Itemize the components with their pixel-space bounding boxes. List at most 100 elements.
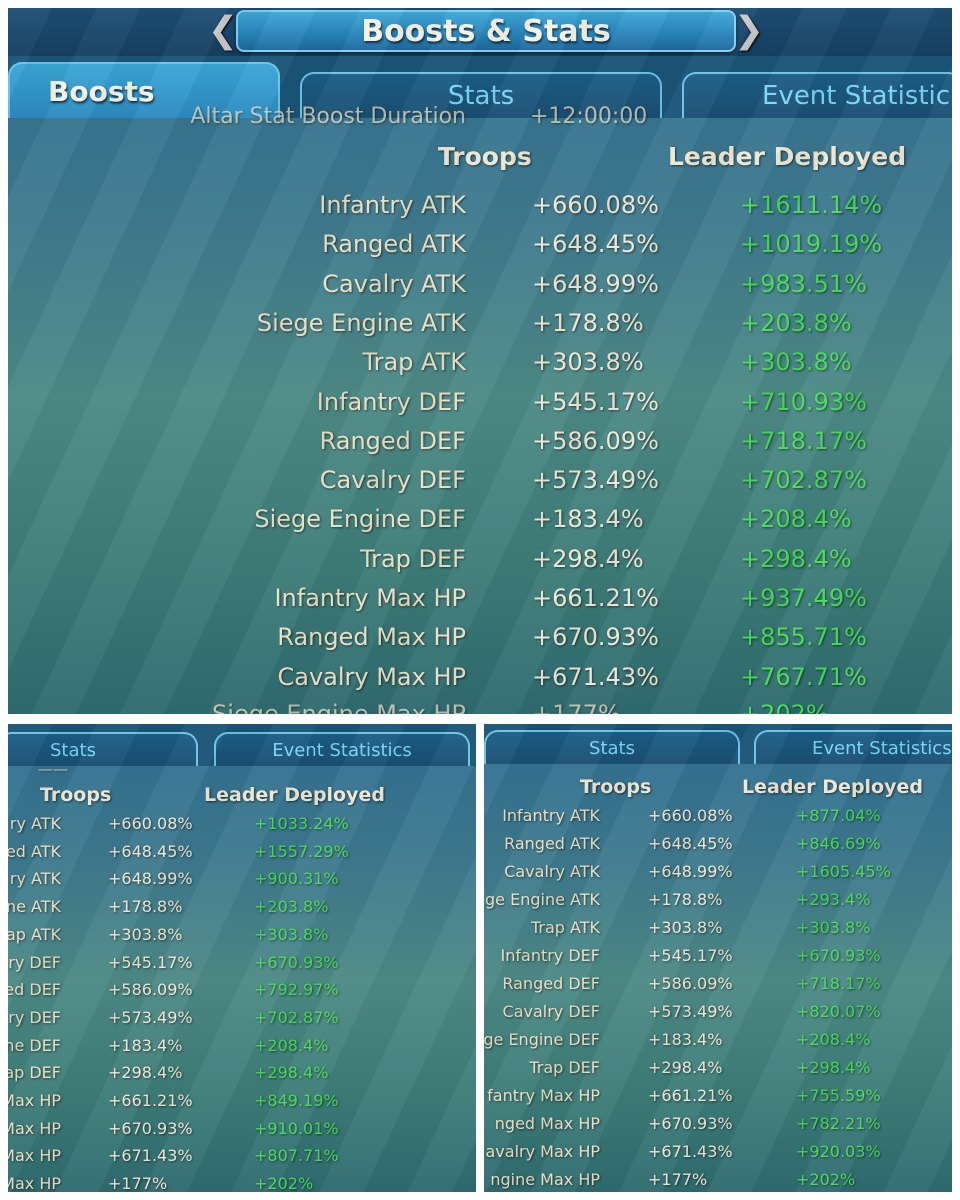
row-label: Max HP <box>8 1146 61 1166</box>
tab-stats[interactable]: Stats <box>8 732 198 766</box>
row-label: ge Engine DEF <box>484 1030 600 1049</box>
leader-deployed-value: +670.93% <box>254 952 339 972</box>
table-row: ry ATK +660.08% +1033.24% <box>8 814 476 842</box>
table-row: Trap DEF +298.4% +298.4% <box>8 545 952 584</box>
leader-deployed-value: +1605.45% <box>796 862 891 881</box>
row-label: ap ATK <box>8 924 61 944</box>
row-label: Ranged ATK <box>504 834 600 853</box>
leader-deployed-value: +718.17% <box>796 974 881 993</box>
row-label: Cavalry ATK <box>322 269 466 298</box>
row-label: Infantry ATK <box>502 806 600 825</box>
table-row: Trap ATK +303.8% +303.8% <box>484 918 952 946</box>
row-label: ne ATK <box>8 897 61 917</box>
table-row: ed ATK +648.45% +1557.29% <box>8 842 476 870</box>
row-label: Cavalry Max HP <box>277 662 466 691</box>
row-label: Cavalry ATK <box>504 862 600 881</box>
troops-value: +545.17% <box>532 387 659 416</box>
leader-deployed-value: +670.93% <box>796 946 881 965</box>
table-row: ry DEF +545.17% +670.93% <box>8 953 476 981</box>
column-header-leader-deployed: Leader Deployed <box>742 776 923 798</box>
table-row: Ranged DEF +586.09% +718.17% <box>8 427 952 466</box>
troops-value: +545.17% <box>108 952 193 972</box>
troops-value: +183.4% <box>648 1030 723 1049</box>
table-row: Max HP +661.21% +849.19% <box>8 1091 476 1119</box>
tab-event-statistics[interactable]: Event Statistics <box>214 732 470 766</box>
troops-value: +661.21% <box>532 584 659 612</box>
column-header-troops: Troops <box>438 142 532 171</box>
row-label: Trap ATK <box>530 918 600 937</box>
tab-event-statistics[interactable]: Event Statistic <box>682 72 952 118</box>
table-row: fantry Max HP +661.21% +755.59% <box>484 1086 952 1114</box>
troops-value: +670.93% <box>648 1114 733 1133</box>
table-row: ngine Max HP +177% +202% <box>484 1170 952 1192</box>
table-row: Cavalry Max HP +671.43% +767.71% <box>8 663 952 702</box>
column-header-troops: Troops <box>580 776 652 798</box>
row-label: ed ATK <box>8 841 61 861</box>
troops-value: +671.43% <box>648 1142 733 1161</box>
leader-deployed-value: +303.8% <box>740 348 852 377</box>
troops-value: +573.49% <box>108 1007 193 1027</box>
troops-value: +648.99% <box>648 862 733 881</box>
row-label: Cavalry DEF <box>319 466 466 495</box>
previous-arrow-icon[interactable]: ❮ <box>207 10 239 51</box>
leader-deployed-value: +855.71% <box>740 623 867 652</box>
leader-deployed-value: +755.59% <box>796 1086 881 1105</box>
troops-value: +586.09% <box>648 974 733 993</box>
table-row: Cavalry ATK +648.99% +983.51% <box>8 270 952 309</box>
troops-value: +177% <box>108 1174 168 1192</box>
leader-deployed-value: +710.93% <box>740 387 867 416</box>
column-header-troops: Troops <box>40 784 112 806</box>
troops-value: +661.21% <box>108 1091 193 1110</box>
table-row: Max HP +671.43% +807.71% <box>8 1146 476 1174</box>
row-label: Max HP <box>8 1118 61 1138</box>
table-row: Infantry DEF +545.17% +710.93% <box>8 388 952 427</box>
clipped-row-label: Altar Stat Boost Duration <box>190 104 466 129</box>
title-plate: Boosts & Stats <box>236 10 736 52</box>
leader-deployed-value: +203.8% <box>254 897 329 917</box>
next-arrow-icon[interactable]: ❯ <box>733 10 765 51</box>
leader-deployed-value: +846.69% <box>796 834 881 853</box>
clipped-row-value: +12:00:00 <box>530 104 648 129</box>
row-label: Trap DEF <box>529 1058 600 1077</box>
leader-deployed-value: +202% <box>796 1170 856 1189</box>
row-label: Siege Engine DEF <box>254 505 466 534</box>
row-label: Siege Engine ATK <box>256 308 466 337</box>
table-row: Infantry DEF +545.17% +670.93% <box>484 946 952 974</box>
table-row: Trap DEF +298.4% +298.4% <box>484 1058 952 1086</box>
row-label: avalry Max HP <box>485 1142 601 1161</box>
troops-value: +178.8% <box>648 890 723 909</box>
table-row: Infantry ATK +660.08% +1611.14% <box>8 191 952 230</box>
boosts-stats-panel: ❮ Boosts & Stats ❯ Boosts Stats Event St… <box>8 8 952 714</box>
leader-deployed-value: +937.49% <box>740 584 867 612</box>
tab-stats[interactable]: Stats <box>484 730 740 764</box>
clipped-row: —— <box>38 760 68 778</box>
table-row: avalry Max HP +671.43% +920.03% <box>484 1142 952 1170</box>
leader-deployed-value: +208.4% <box>254 1035 329 1055</box>
row-label: nged Max HP <box>494 1114 600 1133</box>
troops-value: +298.4% <box>648 1058 723 1077</box>
tab-stats[interactable]: Stats <box>300 72 662 118</box>
table-row: ge Engine ATK +178.8% +293.4% <box>484 890 952 918</box>
troops-value: +183.4% <box>532 505 644 534</box>
table-row: Siege Engine DEF +183.4% +208.4% <box>8 505 952 544</box>
leader-deployed-value: +900.31% <box>254 869 339 889</box>
leader-deployed-value: +920.03% <box>796 1142 881 1161</box>
title-bar: ❮ Boosts & Stats ❯ <box>8 8 952 56</box>
clipped-row: Altar Stat Boost Duration +12:00:00 <box>8 104 952 129</box>
troops-value: +298.4% <box>532 544 644 573</box>
row-label: Siege Engine Max HP <box>212 700 466 714</box>
tab-boosts[interactable]: Boosts <box>8 62 280 118</box>
leader-deployed-value: +208.4% <box>796 1030 871 1049</box>
leader-deployed-value: +202% <box>740 700 829 714</box>
leader-deployed-value: +983.51% <box>740 269 867 298</box>
table-row: Ranged DEF +586.09% +718.17% <box>484 974 952 1002</box>
troops-value: +573.49% <box>648 1002 733 1021</box>
page-title: Boosts & Stats <box>361 13 611 49</box>
tab-event-statistics[interactable]: Event Statistics <box>754 730 952 764</box>
leader-deployed-value: +910.01% <box>254 1118 339 1138</box>
row-label: Max HP <box>8 1091 61 1110</box>
row-label: Cavalry DEF <box>502 1002 600 1021</box>
troops-value: +545.17% <box>648 946 733 965</box>
row-label: Infantry DEF <box>316 387 466 416</box>
troops-value: +670.93% <box>532 623 659 652</box>
